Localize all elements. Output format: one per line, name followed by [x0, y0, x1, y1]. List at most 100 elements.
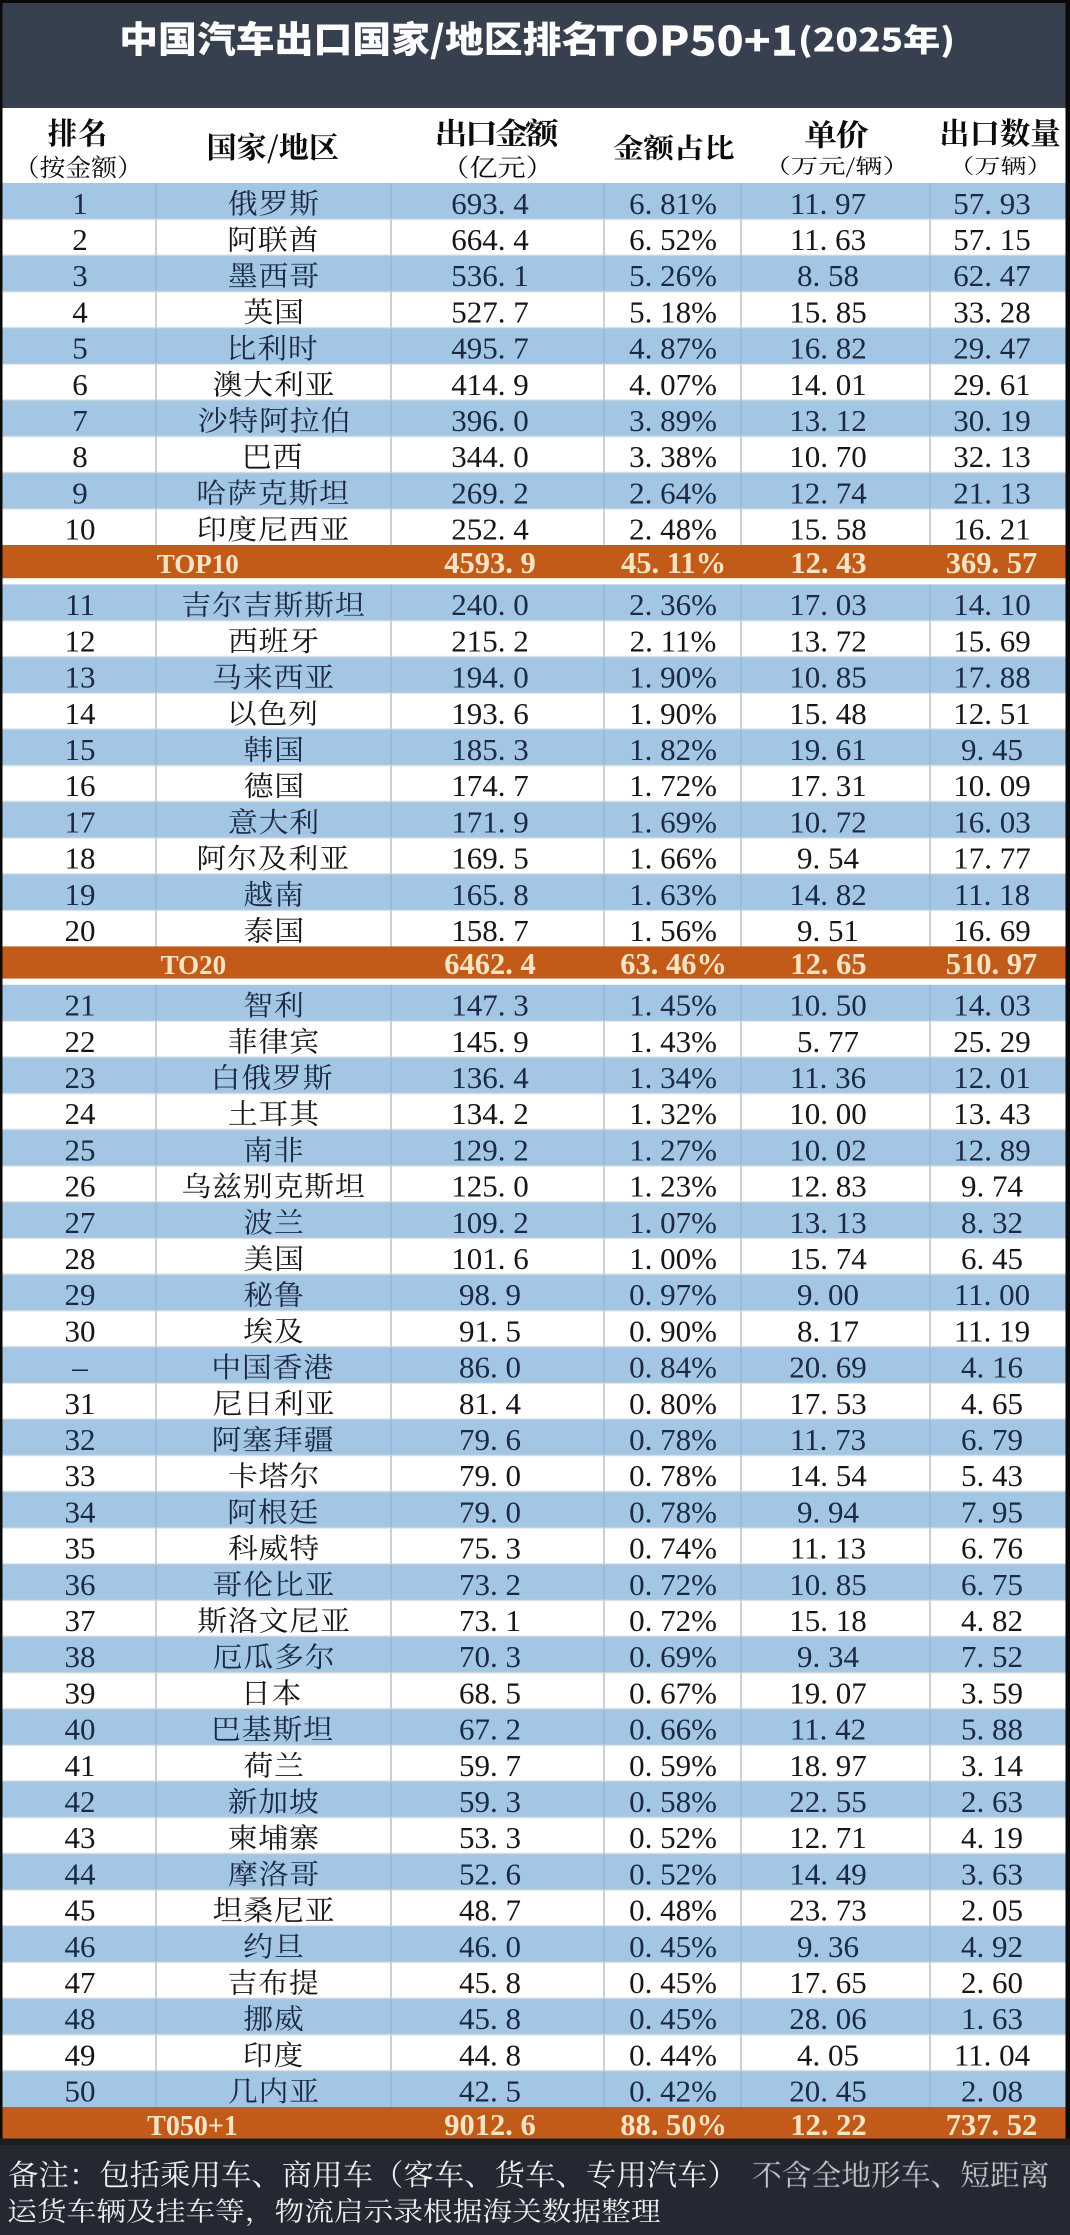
svg-text:33. 28: 33. 28 [953, 294, 1031, 329]
svg-text:16. 21: 16. 21 [953, 512, 1031, 547]
svg-text:17. 65: 17. 65 [789, 1965, 867, 2000]
svg-text:10. 50: 10. 50 [789, 988, 867, 1023]
svg-text:6: 6 [72, 367, 88, 402]
svg-text:6. 75: 6. 75 [961, 1567, 1023, 1602]
svg-text:9. 00: 9. 00 [797, 1277, 859, 1312]
svg-text:86. 0: 86. 0 [459, 1350, 521, 1385]
svg-text:0. 52%: 0. 52% [629, 1820, 717, 1855]
svg-text:TOP10: TOP10 [157, 549, 239, 579]
svg-text:169. 5: 169. 5 [451, 841, 529, 876]
svg-text:185. 3: 185. 3 [451, 732, 529, 767]
svg-text:1. 82%: 1. 82% [629, 732, 717, 767]
svg-text:174. 7: 174. 7 [451, 768, 529, 803]
svg-text:495. 7: 495. 7 [451, 331, 529, 366]
svg-text:17. 31: 17. 31 [789, 768, 867, 803]
svg-text:5. 26%: 5. 26% [629, 258, 717, 293]
svg-text:57. 15: 57. 15 [953, 222, 1031, 257]
svg-text:1. 27%: 1. 27% [629, 1132, 717, 1167]
svg-text:15. 74: 15. 74 [789, 1241, 867, 1276]
svg-text:1. 23%: 1. 23% [629, 1169, 717, 1204]
svg-text:5. 18%: 5. 18% [629, 294, 717, 329]
svg-text:7. 52: 7. 52 [961, 1639, 1023, 1674]
svg-text:73. 2: 73. 2 [459, 1567, 521, 1602]
svg-text:17. 77: 17. 77 [953, 841, 1031, 876]
svg-text:12. 43: 12. 43 [790, 546, 866, 580]
svg-text:1. 90%: 1. 90% [629, 660, 717, 695]
svg-text:5. 77: 5. 77 [797, 1024, 859, 1059]
svg-text:23: 23 [65, 1060, 96, 1095]
svg-text:1. 34%: 1. 34% [629, 1060, 717, 1095]
svg-text:63. 46%: 63. 46% [620, 947, 727, 981]
svg-text:8. 58: 8. 58 [797, 258, 859, 293]
svg-text:73. 1: 73. 1 [459, 1603, 521, 1638]
svg-text:0. 69%: 0. 69% [629, 1639, 717, 1674]
svg-text:536. 1: 536. 1 [451, 258, 529, 293]
svg-text:10. 09: 10. 09 [953, 768, 1031, 803]
svg-text:62. 47: 62. 47 [953, 258, 1031, 293]
svg-text:57. 93: 57. 93 [953, 186, 1031, 221]
svg-text:0. 78%: 0. 78% [629, 1458, 717, 1493]
svg-text:6. 45: 6. 45 [961, 1241, 1023, 1276]
svg-text:0. 44%: 0. 44% [629, 2037, 717, 2072]
svg-text:1: 1 [72, 186, 88, 221]
svg-text:0. 97%: 0. 97% [629, 1277, 717, 1312]
svg-text:0. 78%: 0. 78% [629, 1494, 717, 1529]
svg-text:0. 58%: 0. 58% [629, 1784, 717, 1819]
svg-text:13: 13 [65, 660, 96, 695]
svg-text:59. 7: 59. 7 [459, 1748, 521, 1783]
svg-text:20. 45: 20. 45 [789, 2074, 867, 2109]
svg-text:240. 0: 240. 0 [451, 587, 529, 622]
svg-text:3. 59: 3. 59 [961, 1675, 1023, 1710]
svg-text:11. 13: 11. 13 [790, 1531, 866, 1566]
svg-text:9. 54: 9. 54 [797, 841, 860, 876]
svg-text:33: 33 [65, 1458, 96, 1493]
svg-text:0. 67%: 0. 67% [629, 1675, 717, 1710]
svg-text:27: 27 [65, 1205, 96, 1240]
svg-text:79. 6: 79. 6 [459, 1422, 521, 1457]
svg-text:38: 38 [65, 1639, 96, 1674]
svg-text:12. 22: 12. 22 [790, 2108, 866, 2142]
svg-text:2. 05: 2. 05 [961, 1893, 1023, 1928]
svg-text:11. 63: 11. 63 [790, 222, 866, 257]
svg-text:14. 82: 14. 82 [789, 877, 867, 912]
svg-text:15. 85: 15. 85 [789, 294, 867, 329]
svg-text:145. 9: 145. 9 [451, 1024, 529, 1059]
svg-text:70. 3: 70. 3 [459, 1639, 521, 1674]
svg-text:6462. 4: 6462. 4 [444, 947, 536, 981]
svg-text:88. 50%: 88. 50% [620, 2108, 727, 2142]
svg-text:45: 45 [65, 1893, 96, 1928]
svg-text:28. 06: 28. 06 [789, 2001, 867, 2036]
svg-text:2. 08: 2. 08 [961, 2074, 1023, 2109]
svg-text:0. 80%: 0. 80% [629, 1386, 717, 1421]
svg-text:19. 07: 19. 07 [789, 1675, 867, 1710]
svg-text:13. 13: 13. 13 [789, 1205, 867, 1240]
svg-text:6. 76: 6. 76 [961, 1531, 1023, 1566]
svg-text:4. 16: 4. 16 [961, 1350, 1023, 1385]
svg-text:12. 83: 12. 83 [789, 1169, 867, 1204]
svg-text:11. 36: 11. 36 [790, 1060, 866, 1095]
svg-text:0. 59%: 0. 59% [629, 1748, 717, 1783]
svg-text:10. 72: 10. 72 [789, 804, 867, 839]
svg-text:–: – [71, 1350, 88, 1385]
svg-text:2. 36%: 2. 36% [629, 587, 717, 622]
svg-text:17. 88: 17. 88 [953, 660, 1031, 695]
svg-text:12. 01: 12. 01 [953, 1060, 1031, 1095]
svg-text:26: 26 [65, 1169, 96, 1204]
svg-text:4593. 9: 4593. 9 [444, 546, 536, 580]
svg-text:2. 63: 2. 63 [961, 1784, 1023, 1819]
svg-text:1. 72%: 1. 72% [629, 768, 717, 803]
svg-text:4. 05: 4. 05 [797, 2037, 859, 2072]
svg-text:32. 13: 32. 13 [953, 439, 1031, 474]
svg-text:39: 39 [65, 1675, 96, 1710]
svg-text:45. 8: 45. 8 [459, 1965, 521, 2000]
svg-text:3. 89%: 3. 89% [629, 403, 717, 438]
svg-text:45. 8: 45. 8 [459, 2001, 521, 2036]
svg-text:0. 72%: 0. 72% [629, 1567, 717, 1602]
svg-text:30: 30 [65, 1313, 96, 1348]
svg-text:11. 19: 11. 19 [954, 1313, 1030, 1348]
svg-text:414. 9: 414. 9 [451, 367, 529, 402]
svg-text:0. 42%: 0. 42% [629, 2074, 717, 2109]
svg-text:81. 4: 81. 4 [459, 1386, 522, 1421]
svg-text:29. 61: 29. 61 [953, 367, 1031, 402]
svg-text:8. 32: 8. 32 [961, 1205, 1023, 1240]
